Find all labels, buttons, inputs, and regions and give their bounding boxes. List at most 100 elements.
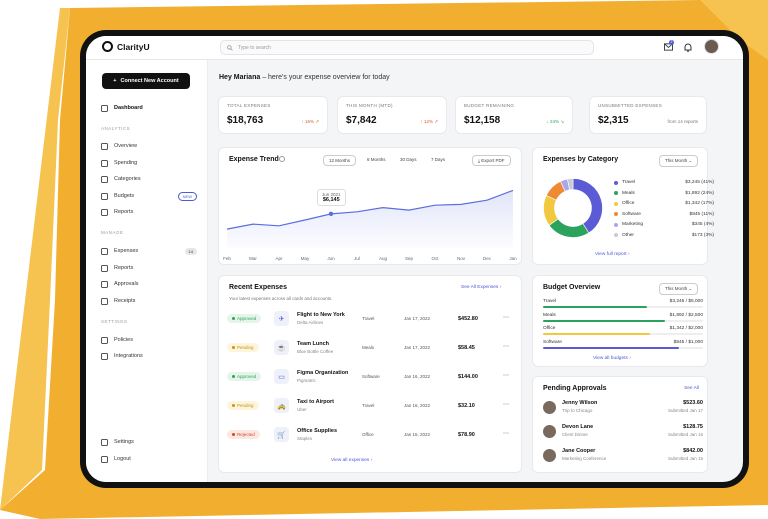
- stat-label: TOTAL EXPENSES: [227, 103, 271, 108]
- table-row[interactable]: Rejected 🛒 Office Supplies Staples Office Jan…: [219, 422, 523, 451]
- pending-approvals-card: Pending Approvals See All Jenny Wilson Tr…: [532, 376, 708, 473]
- avatar: [543, 425, 556, 438]
- sidebar-item-label: Expenses: [114, 248, 139, 254]
- legend-value: $345 (4%): [691, 222, 714, 227]
- export-pdf-button[interactable]: ⤓ Export PDF: [472, 155, 511, 166]
- sidebar-item-categories[interactable]: Categories: [101, 173, 197, 185]
- donut-slice: [567, 178, 574, 191]
- expense-merchant: Pigmatric: [297, 378, 316, 383]
- approval-item[interactable]: Devon Lane Client Dinner $128.75 Submitted …: [543, 421, 703, 445]
- view-all-budgets-link[interactable]: View all budgets ›: [593, 356, 631, 361]
- more-options-icon[interactable]: ⋯: [503, 402, 509, 408]
- table-row[interactable]: Approved ▭ Figma Organization Pigmatric Soft…: [219, 364, 523, 393]
- status-badge: Approved: [227, 372, 262, 381]
- sidebar-item-policies[interactable]: Policies: [101, 334, 197, 346]
- budget-value: $845 / $1,000: [673, 339, 703, 345]
- expense-date: Jan 15, 2022: [404, 432, 431, 437]
- sidebar-item-overview[interactable]: Overview: [101, 140, 197, 152]
- more-options-icon[interactable]: ⋯: [503, 373, 509, 379]
- more-options-icon[interactable]: ⋯: [503, 315, 509, 321]
- sidebar-item-approvals[interactable]: Approvals: [101, 278, 197, 290]
- table-row[interactable]: Approved ✈ Flight to New York Delta Airline…: [219, 306, 523, 335]
- approver-name: Devon Lane: [562, 424, 594, 430]
- approval-description: Trip to Chicago: [562, 408, 593, 413]
- stat-card-budget: BUDGET REMAINING $12,158 ↓ 24% ↘: [455, 96, 573, 134]
- legend-label: Marketing: [622, 222, 644, 227]
- stat-label: THIS MONTH (MTD): [346, 103, 393, 108]
- sidebar-item-settings[interactable]: Settings: [101, 436, 197, 448]
- sidebar-item-logout[interactable]: Logout: [101, 453, 197, 465]
- receipts-icon: [101, 297, 108, 305]
- range-30-days[interactable]: 30 Days: [400, 157, 417, 162]
- budget-track: [543, 306, 703, 308]
- view-all-expenses-label: View all expenses: [331, 458, 370, 463]
- section-settings: SETTINGS: [101, 319, 128, 324]
- sidebar-item-receipts[interactable]: Receipts: [101, 295, 197, 307]
- approval-item[interactable]: Jenny Wilson Trip to Chicago $523.60 Submit…: [543, 397, 703, 421]
- stat-card-unsubmitted: UNSUBMITTED EXPENSES $2,315 from 14 repo…: [589, 96, 707, 134]
- user-avatar[interactable]: [704, 39, 719, 54]
- expense-merchant: Staples: [297, 436, 313, 441]
- sidebar-item-integrations[interactable]: Integrations: [101, 350, 197, 362]
- trend-area: [227, 190, 513, 248]
- budget-period-select[interactable]: This Month ⌄: [659, 283, 699, 295]
- range-6-months[interactable]: 6 Months: [367, 157, 386, 162]
- expense-amount: $58.45: [458, 345, 475, 351]
- legend-item: Office $1,342 (17%): [614, 199, 714, 208]
- stat-delta: ↑ 16% ↗: [301, 119, 319, 124]
- sidebar: + Connect New Account Dashboard ANALYTIC…: [86, 60, 208, 482]
- section-analytics: ANALYTICS: [101, 126, 131, 131]
- app-logo[interactable]: ClarityU: [102, 41, 150, 52]
- more-options-icon[interactable]: ⋯: [503, 431, 509, 437]
- sidebar-item-expenses[interactable]: Expenses 14: [101, 245, 197, 257]
- sidebar-item-label: Reports: [114, 265, 134, 271]
- more-options-icon[interactable]: ⋯: [503, 344, 509, 350]
- x-tick-label: Sep: [405, 256, 414, 261]
- range-12-months[interactable]: 12 Months: [323, 155, 357, 166]
- expenses-count-badge: 14: [184, 247, 197, 255]
- see-all-expenses-link[interactable]: See All Expenses ›: [461, 285, 502, 290]
- connect-account-button[interactable]: + Connect New Account: [102, 73, 190, 89]
- legend-item: Other $173 (3%): [614, 231, 714, 240]
- expense-title: Flight to New York: [297, 312, 345, 318]
- sidebar-item-dashboard[interactable]: Dashboard: [101, 102, 197, 114]
- sidebar-item-reports[interactable]: Reports: [101, 206, 197, 218]
- search-input[interactable]: Type to search: [220, 40, 594, 55]
- avatar: [543, 401, 556, 414]
- approval-amount: $842.00: [683, 448, 703, 454]
- sidebar-item-label: Spending: [114, 160, 138, 166]
- legend-label: Other: [622, 232, 634, 238]
- table-row[interactable]: Pending ☕ Team Lunch Blue Bottle Coffee Meal…: [219, 335, 523, 364]
- budget-track: [543, 333, 703, 335]
- reports-icon: [101, 264, 108, 272]
- table-row[interactable]: Pending 🚕 Taxi to Airport Uber Travel Jan 16,…: [219, 393, 523, 422]
- stat-delta: ↓ 24% ↘: [546, 119, 564, 124]
- status-badge: Pending: [227, 401, 259, 410]
- expense-trend-title: Expense Trend: [229, 156, 279, 163]
- sidebar-item-manage-reports[interactable]: Reports: [101, 262, 197, 274]
- expense-category-icon: 🚕: [274, 398, 289, 413]
- info-icon[interactable]: [279, 156, 285, 162]
- approval-item[interactable]: Jane Cooper Marketing Conference $842.00 Su…: [543, 445, 703, 469]
- approval-submitted: Submitted Jan 15: [667, 456, 703, 461]
- inbox-icon[interactable]: [662, 41, 674, 53]
- reports-icon: [101, 208, 108, 216]
- stat-value: $12,158: [464, 115, 501, 126]
- category-period-select[interactable]: This Month ⌄: [659, 155, 699, 167]
- expense-trend-chart: Feb Mar Apr May Jun Jul Aug Sep Oct Nov Dec Jan: [223, 189, 517, 261]
- sidebar-item-spending[interactable]: Spending: [101, 157, 197, 169]
- approval-amount: $128.75: [683, 424, 703, 430]
- approver-name: Jane Cooper: [562, 448, 596, 454]
- see-all-approvals-link[interactable]: See All: [684, 386, 699, 391]
- trend-point: [328, 211, 334, 217]
- bell-icon[interactable]: [682, 41, 694, 53]
- sidebar-item-budgets[interactable]: Budgets NEW: [101, 190, 197, 202]
- legend-value: $3,245 (41%): [685, 180, 714, 185]
- approvals-title: Pending Approvals: [543, 385, 607, 392]
- range-7-days[interactable]: 7 Days: [431, 157, 446, 162]
- gear-icon: [101, 438, 108, 446]
- view-full-report-link[interactable]: View full report ›: [595, 252, 630, 257]
- view-all-expenses-link[interactable]: View all expenses ›: [331, 458, 373, 463]
- budget-fill: [543, 333, 651, 335]
- tooltip-value: $6,145: [322, 197, 340, 203]
